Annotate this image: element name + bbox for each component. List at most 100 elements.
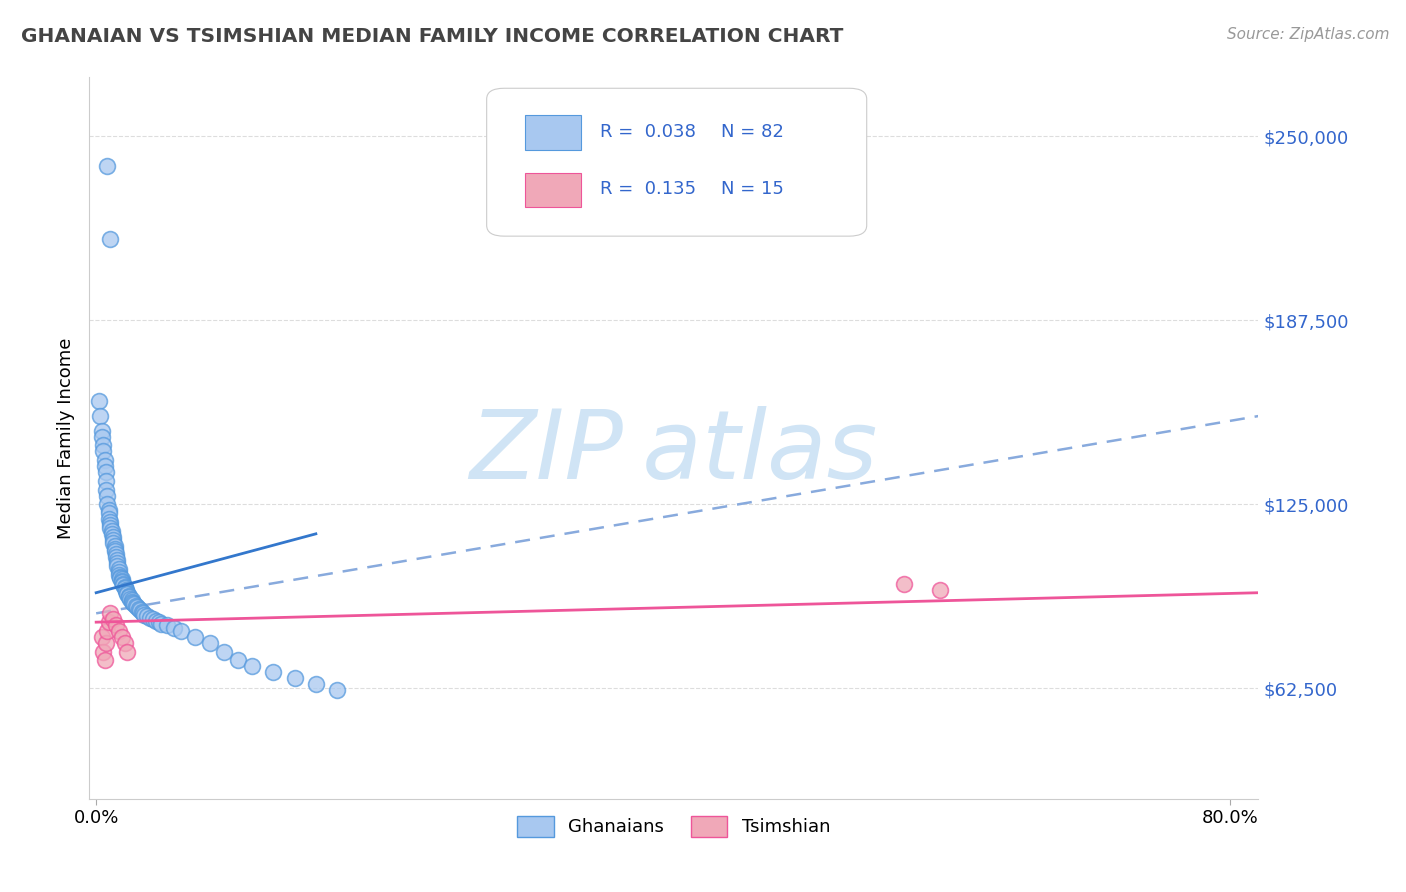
Point [108,568,131,582]
Point [142,612,165,626]
Point [122,596,145,610]
Point [103,541,125,556]
Point [284,671,307,685]
Point [326,682,349,697]
Point [148,615,170,629]
Text: ZIP atlas: ZIP atlas [470,406,877,499]
Point [240,659,263,673]
Point [93,459,115,474]
Point [131,605,153,619]
Point [96,624,118,638]
Point [94,465,117,479]
Point [136,609,159,624]
Point [100,526,122,541]
Point [893,577,915,591]
Point [101,612,124,626]
Point [98,521,121,535]
Point [94,483,117,497]
Text: N = 82: N = 82 [720,122,783,141]
Point [94,636,117,650]
Text: N = 15: N = 15 [720,180,783,198]
Point [105,550,128,565]
Point [105,618,128,632]
Point [111,630,134,644]
Point [115,584,138,599]
Point [107,556,129,570]
Point [125,599,148,613]
Point [111,575,134,590]
Point [226,653,249,667]
Point [114,582,136,596]
Point [117,587,139,601]
Point [114,636,136,650]
Point [98,232,121,246]
Point [305,677,328,691]
Point [129,603,152,617]
Point [118,589,141,603]
Point [127,600,149,615]
Point [111,573,134,587]
Point [262,665,284,680]
Point [163,621,186,635]
Point [108,624,131,638]
Point [103,544,125,558]
Point [100,524,122,538]
Point [96,489,118,503]
Point [170,624,193,638]
Point [98,607,121,621]
Point [97,512,120,526]
Point [91,645,114,659]
Point [134,607,156,622]
Point [145,614,167,628]
Point [93,653,115,667]
Point [101,530,124,544]
Point [107,553,129,567]
Point [96,497,118,511]
Point [90,430,112,444]
Point [118,590,141,604]
FancyBboxPatch shape [486,88,866,236]
Point [108,562,131,576]
Point [101,533,124,547]
Point [112,577,135,591]
Point [98,518,121,533]
Point [117,585,139,599]
Point [115,582,138,597]
Text: Source: ZipAtlas.com: Source: ZipAtlas.com [1226,27,1389,42]
Bar [526,173,582,207]
Point [90,424,112,438]
Point [87,394,110,409]
Point [111,574,134,588]
Point [198,636,221,650]
Point [928,582,950,597]
Point [97,615,120,629]
Text: R =  0.038: R = 0.038 [600,122,696,141]
Point [93,453,115,467]
Point [96,159,118,173]
Point [117,645,139,659]
Y-axis label: Median Family Income: Median Family Income [58,337,75,539]
Legend: Ghanaians, Tsimshian: Ghanaians, Tsimshian [510,809,837,844]
Point [124,598,146,612]
Point [91,444,114,458]
Point [91,438,114,452]
Point [128,602,150,616]
Point [139,611,162,625]
Point [132,607,155,621]
Point [101,535,124,549]
Point [94,474,117,488]
Point [108,565,131,579]
Point [150,616,173,631]
Point [112,578,135,592]
Text: GHANAIAN VS TSIMSHIAN MEDIAN FAMILY INCOME CORRELATION CHART: GHANAIAN VS TSIMSHIAN MEDIAN FAMILY INCO… [21,27,844,45]
Point [121,594,143,608]
Point [107,559,129,574]
Point [114,580,136,594]
Point [90,630,112,644]
Point [212,645,235,659]
Text: R =  0.135: R = 0.135 [600,180,696,198]
Point [105,548,128,562]
Point [97,506,120,520]
Point [156,618,179,632]
Point [120,591,142,606]
